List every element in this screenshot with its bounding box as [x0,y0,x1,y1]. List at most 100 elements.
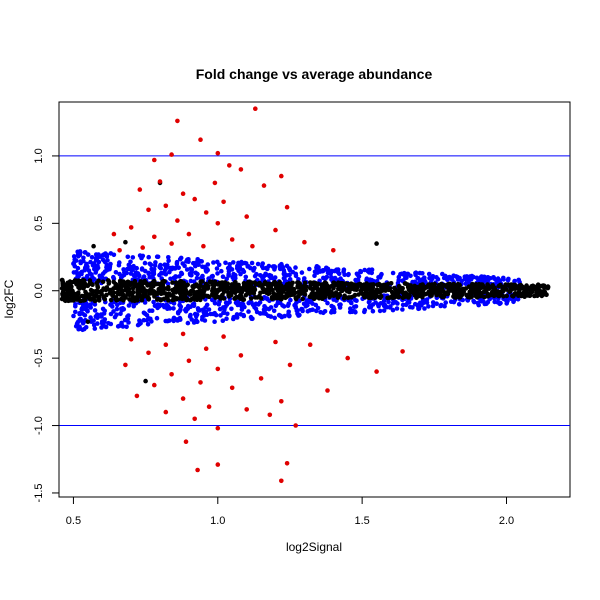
point-background [435,291,441,297]
point-background [308,282,314,288]
point-background [158,297,164,303]
point-background [213,292,218,297]
point-background [247,291,252,297]
point-moderate [102,308,107,314]
point-moderate [516,277,521,283]
point-moderate [150,274,155,279]
point-background [457,283,463,288]
point-background [338,284,344,290]
point-moderate [84,273,90,279]
x-tick-label: 2.0 [499,515,514,527]
point-moderate [422,306,427,311]
point-background [225,281,230,287]
point-moderate [341,269,346,275]
point-background [414,284,420,290]
point-background [454,283,459,289]
point-moderate [143,268,148,274]
point-background [253,295,258,300]
point-background [162,279,167,284]
point-moderate [403,302,409,308]
point-background [140,293,146,299]
point-background [184,283,189,289]
point-moderate [89,272,94,277]
point-moderate [224,316,229,322]
point-significant [250,243,255,249]
point-moderate [118,311,123,317]
point-moderate [117,323,122,329]
point-moderate [215,271,220,276]
point-moderate [285,303,291,309]
point-moderate [166,254,171,260]
point-moderate [92,308,98,313]
point-moderate [445,276,450,282]
point-background [295,285,301,290]
point-moderate [338,276,343,281]
point-background [537,288,542,294]
point-significant [203,210,209,215]
point-significant [331,248,336,253]
point-background [287,282,292,288]
point-moderate [395,301,400,306]
point-moderate [287,272,292,278]
point-significant [238,353,244,358]
point-significant [203,346,209,352]
point-moderate [75,274,80,279]
point-background [433,285,438,291]
point-significant [140,245,145,250]
point-background [92,298,98,304]
point-moderate [234,312,240,317]
point-moderate [231,314,236,320]
point-moderate [434,301,440,307]
point-moderate [272,315,278,321]
point-moderate [239,261,245,266]
point-moderate [163,318,168,324]
point-moderate [111,252,117,258]
point-moderate [219,268,224,274]
y-tick-label: 0.0 [33,283,45,298]
point-moderate [416,304,421,309]
point-background [377,282,382,288]
point-moderate [249,260,255,266]
point-background [252,280,257,285]
point-background [252,287,258,292]
point-background [107,290,113,296]
point-background [263,287,269,293]
point-moderate [151,299,156,305]
point-moderate [168,276,173,282]
point-moderate [300,307,305,312]
point-background [139,298,145,303]
point-significant [307,342,313,348]
point-moderate [95,321,100,326]
point-significant [198,137,203,142]
point-moderate [223,300,229,306]
point-moderate [430,274,436,279]
point-background [285,288,291,293]
point-moderate [212,300,218,306]
point-moderate [84,308,90,313]
point-background [295,280,301,285]
reference-lines [59,155,570,427]
point-moderate [215,259,220,265]
point-significant [175,218,180,223]
point-moderate [86,268,92,273]
point-moderate [89,254,95,260]
point-moderate [418,300,423,306]
point-moderate [408,273,413,279]
point-background [218,296,223,301]
point-moderate [144,318,150,323]
point-moderate [281,268,287,273]
point-moderate [91,318,96,323]
point-moderate [204,302,210,308]
point-moderate [263,311,269,317]
point-background [279,289,284,294]
point-moderate [400,307,405,312]
point-significant [302,239,307,245]
point-moderate [195,271,200,277]
point-moderate [304,298,310,303]
point-moderate [277,300,283,306]
point-moderate [369,277,375,283]
point-background [392,285,397,291]
point-moderate [73,304,78,309]
point-moderate [407,304,413,310]
point-moderate [463,277,468,282]
